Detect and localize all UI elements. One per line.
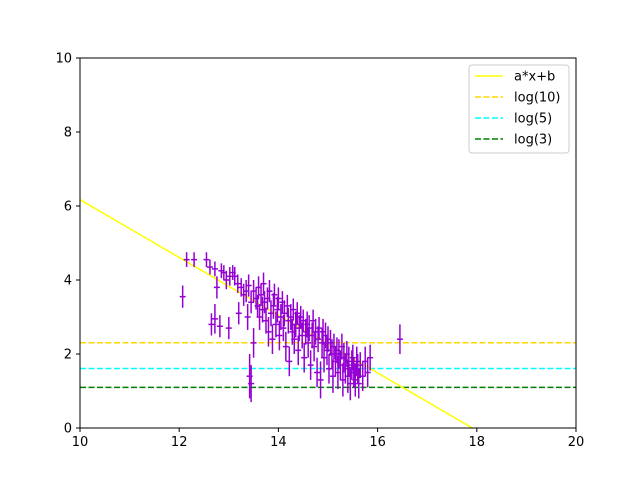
data-point xyxy=(245,274,252,297)
data-point xyxy=(321,342,328,373)
data-point xyxy=(265,317,272,347)
data-point xyxy=(256,304,263,330)
data-point xyxy=(206,259,213,275)
data-point xyxy=(311,331,318,362)
data-point xyxy=(244,304,251,330)
data-point xyxy=(347,366,354,401)
data-point xyxy=(270,292,277,319)
data-point xyxy=(317,361,324,399)
x-tick-label: 20 xyxy=(568,435,585,450)
data-point xyxy=(314,357,321,388)
data-point xyxy=(191,252,198,268)
data-point xyxy=(211,261,218,277)
data-point xyxy=(225,317,232,340)
data-point xyxy=(211,304,218,334)
data-point xyxy=(179,285,186,308)
data-point xyxy=(208,313,215,336)
y-tick-label: 4 xyxy=(64,274,72,289)
data-point xyxy=(299,322,306,349)
data-point xyxy=(324,335,331,366)
data-point xyxy=(315,326,322,353)
y-tick-label: 0 xyxy=(64,422,72,437)
data-point xyxy=(216,315,223,338)
data-point xyxy=(271,283,278,306)
y-tick-label: 8 xyxy=(64,126,72,141)
data-point xyxy=(295,335,302,366)
data-point xyxy=(305,328,312,358)
data-points xyxy=(179,252,403,403)
legend: a*x+b log(10) log(5) log(3) xyxy=(468,64,570,154)
plot-frame xyxy=(79,57,577,429)
data-point xyxy=(275,287,282,310)
data-point xyxy=(367,344,374,371)
data-point xyxy=(301,342,308,373)
data-point xyxy=(266,280,273,303)
data-point xyxy=(355,368,362,399)
data-point xyxy=(281,300,288,327)
data-point xyxy=(396,324,403,354)
data-point xyxy=(284,294,291,317)
data-point xyxy=(260,272,267,295)
data-point xyxy=(203,252,210,268)
data-point xyxy=(248,365,255,403)
data-point xyxy=(282,331,289,362)
data-point xyxy=(353,346,360,377)
data-point xyxy=(213,276,220,299)
data-point xyxy=(276,320,283,351)
data-point xyxy=(290,298,297,321)
x-tick-label: 10 xyxy=(72,435,89,450)
legend-label-2: log(5) xyxy=(514,112,552,127)
legend-box xyxy=(468,64,570,154)
y-tick-label: 6 xyxy=(64,200,72,215)
data-point xyxy=(291,324,298,354)
x-tick-label: 14 xyxy=(270,435,287,450)
data-point xyxy=(183,252,190,268)
x-tick-label: 16 xyxy=(369,435,386,450)
data-point xyxy=(274,296,281,323)
data-point xyxy=(250,328,257,358)
y-tick-label: 2 xyxy=(64,348,72,363)
data-point xyxy=(286,346,293,377)
data-point xyxy=(316,317,323,340)
legend-label-3: log(3) xyxy=(514,133,552,148)
data-point xyxy=(223,270,230,290)
x-axis: 10 12 14 16 18 20 xyxy=(72,428,585,450)
legend-label-0: a*x+b xyxy=(514,70,555,85)
data-point xyxy=(306,315,313,342)
data-point xyxy=(280,315,287,342)
data-point xyxy=(272,311,279,338)
data-point xyxy=(325,354,332,384)
legend-label-1: log(10) xyxy=(514,91,561,106)
data-point xyxy=(269,324,276,354)
data-point xyxy=(235,302,242,325)
data-point xyxy=(231,267,238,286)
data-point xyxy=(345,346,352,377)
data-point xyxy=(234,274,241,293)
data-point xyxy=(261,291,268,314)
data-point xyxy=(307,350,314,380)
y-axis: 0 2 4 6 8 10 xyxy=(55,52,80,437)
y-tick-label: 10 xyxy=(55,52,72,67)
x-tick-label: 12 xyxy=(171,435,188,450)
x-tick-label: 18 xyxy=(469,435,486,450)
data-point xyxy=(294,302,301,325)
data-point xyxy=(364,357,371,388)
data-point xyxy=(349,344,356,371)
